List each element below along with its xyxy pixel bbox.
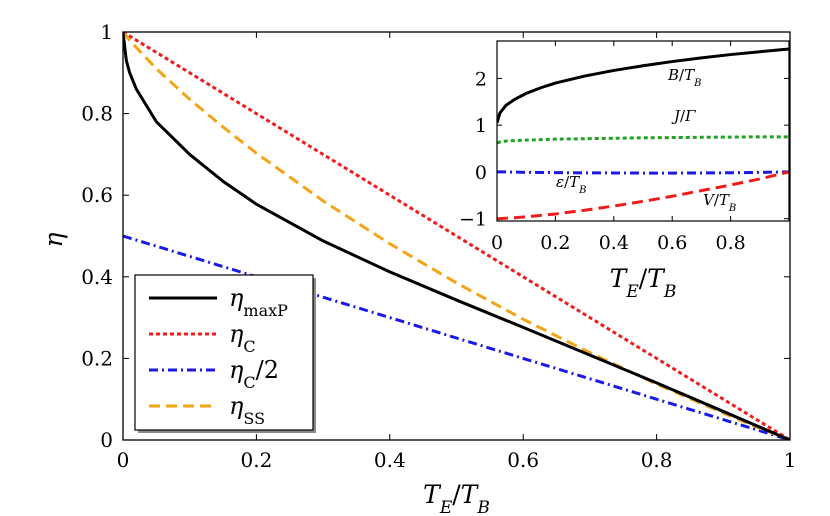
inset-y-tick-label: 2 <box>475 68 487 90</box>
main-x-tick-label: 0.8 <box>641 448 673 472</box>
legend-label-base: η <box>229 320 244 348</box>
legend-label-base: η <box>229 392 244 420</box>
main-x-axis-label-base: T <box>461 480 480 509</box>
inset-x-axis-label-base: T <box>610 264 629 293</box>
inset-curve-label-base: ε <box>556 173 564 191</box>
inset-curve-label-base: T <box>569 173 580 191</box>
main-series---maxP <box>123 32 790 440</box>
inset-x-tick-label: 0.8 <box>715 232 745 254</box>
main-y-tick-label: 0.8 <box>81 102 113 126</box>
inset-series---T-B <box>497 170 789 175</box>
inset-curve-label-base: Γ <box>684 107 696 125</box>
inset-series-group <box>497 47 789 221</box>
inset-series-B-T-B <box>497 47 789 124</box>
main-y-tick-label: 0.6 <box>81 183 113 207</box>
inset-curve-label-slash: / <box>680 107 686 125</box>
inset-curve-label-base: B <box>667 66 679 84</box>
inset-curve-label: V/TB <box>703 191 736 214</box>
inset-curve-label-slash: / <box>564 173 570 191</box>
legend-label-subscript: C <box>243 373 255 392</box>
inset-curve-label-subscript: B <box>578 185 586 196</box>
inset-curve-label-slash: / <box>714 191 720 209</box>
legend-box <box>134 274 314 431</box>
inset-curve-label-base: J <box>671 107 681 125</box>
legend-label-subscript: maxP <box>243 301 288 320</box>
inset-y-tick-label: 1 <box>475 115 487 137</box>
main-x-axis-label-slash: / <box>452 480 461 509</box>
main-series-group <box>123 32 790 440</box>
legend-label-subscript: SS <box>243 409 265 428</box>
legend-label-base: η <box>229 284 244 312</box>
inset-curve-label: ε/TB <box>556 173 587 196</box>
inset-curve-label: J/Γ <box>671 107 696 125</box>
main-x-tick-label: 0.4 <box>374 448 406 472</box>
inset-curve-label-subscript: B <box>728 203 736 214</box>
inset-curve-label-base: V <box>703 191 716 209</box>
inset-plot-area <box>497 41 789 221</box>
main-x-tick-label: 0.6 <box>507 448 539 472</box>
main-x-axis-label-subscript: B <box>476 498 490 516</box>
main-series---C-2 <box>123 234 790 440</box>
inset-curve-label-base: T <box>684 66 695 84</box>
main-y-tick-label: 0 <box>100 428 113 452</box>
inset-x-tick-label: 0.2 <box>540 232 570 254</box>
legend-label: ηC/2 <box>229 356 279 392</box>
legend-label-slash: / <box>256 356 265 384</box>
main-x-axis-label-subscript: E <box>439 498 453 516</box>
main-x-axis-label: TE/TB <box>423 480 490 516</box>
legend-label: ηC <box>229 320 256 356</box>
inset-series-V-T-B <box>497 170 789 221</box>
inset-curve-label-subscript: B <box>693 78 701 89</box>
inset-frame <box>496 40 790 222</box>
main-y-axis-label: η <box>39 232 68 247</box>
inset-x-axis-label-subscript: E <box>625 282 639 302</box>
main-series---C <box>123 32 790 440</box>
inset-x-axis-label-subscript: B <box>663 282 677 302</box>
main-frame <box>122 31 791 441</box>
inset-curve-label-slash: / <box>679 66 685 84</box>
main-y-tick-label: 0.4 <box>81 265 113 289</box>
legend-label: ηmaxP <box>229 284 288 320</box>
inset-curve-label: B/TB <box>667 66 701 89</box>
main-y-tick-label: 0.2 <box>81 346 113 370</box>
main-x-tick-label: 0 <box>117 448 130 472</box>
inset-x-axis-label-slash: / <box>639 264 648 293</box>
inset-series-J-- <box>497 135 789 145</box>
inset-x-tick-label: 0.4 <box>599 232 629 254</box>
inset-y-tick-label: 0 <box>475 162 487 184</box>
inset-x-tick-label: 0.6 <box>657 232 687 254</box>
inset-x-tick-label: 0 <box>491 232 503 254</box>
legend-label-base: η <box>229 356 244 384</box>
legend-label-base: 2 <box>264 356 279 384</box>
legend-label: ηSS <box>229 392 265 428</box>
legend-label-subscript: C <box>243 337 255 356</box>
inset-x-axis-label-base: T <box>647 264 666 293</box>
main-x-tick-label: 0.2 <box>240 448 272 472</box>
main-y-tick-label: 1 <box>100 20 113 44</box>
main-x-tick-label: 1 <box>784 448 797 472</box>
main-x-axis-label-base: T <box>423 480 442 509</box>
inset-curve-label-base: T <box>719 191 730 209</box>
inset-x-axis-label: TE/TB <box>610 264 677 302</box>
main-y-axis-label-base: η <box>39 232 68 247</box>
inset-y-tick-label: −1 <box>459 209 487 231</box>
